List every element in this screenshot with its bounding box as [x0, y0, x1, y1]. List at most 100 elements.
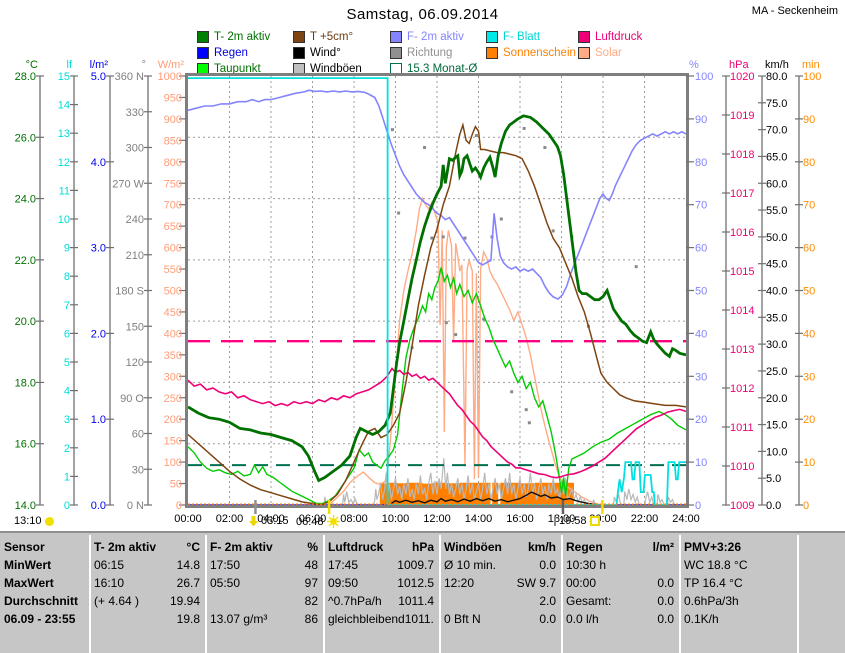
- svg-text:330: 330: [126, 107, 144, 119]
- svg-text:100: 100: [695, 71, 713, 83]
- svg-text:600: 600: [164, 243, 182, 255]
- svg-text:400: 400: [164, 328, 182, 340]
- table-cell: 16:10 26.7: [94, 576, 200, 590]
- table-cell: F- 2m aktiv%: [210, 540, 318, 554]
- svg-text:210: 210: [126, 250, 144, 262]
- table-cell: MinWert: [4, 558, 52, 572]
- svg-text:55.0: 55.0: [766, 205, 787, 217]
- legend-item-label: Taupunkt: [214, 62, 261, 75]
- svg-text:150: 150: [126, 321, 144, 333]
- table-cell: 17:45 1009.7: [328, 558, 434, 572]
- table-cell: 09:50 1012.5: [328, 576, 434, 590]
- table-cell: TP 16.4 °C: [684, 576, 743, 590]
- series-T- 2m aktiv: [187, 114, 687, 483]
- table-separator: [561, 535, 563, 653]
- table-cell: 17:50 48: [210, 558, 318, 572]
- svg-text:14:00: 14:00: [465, 513, 493, 525]
- svg-text:20.0: 20.0: [15, 316, 36, 328]
- svg-text:750: 750: [164, 178, 182, 190]
- legend-swatch: [390, 46, 402, 59]
- svg-text:60: 60: [803, 243, 815, 255]
- legend-item-label: Solar: [595, 46, 622, 59]
- table-separator: [679, 535, 681, 653]
- series-Solar: [327, 196, 686, 506]
- svg-text:80: 80: [695, 157, 707, 169]
- svg-text:450: 450: [164, 307, 182, 319]
- svg-text:1015: 1015: [730, 266, 754, 278]
- svg-text:10.0: 10.0: [766, 446, 787, 458]
- table-cell: 0.0 l/h 0.0: [566, 612, 674, 626]
- svg-text:270 W: 270 W: [112, 178, 144, 190]
- weather-chart: 28.026.024.022.020.018.016.014.0°C151413…: [15, 59, 822, 525]
- svg-text:28.0: 28.0: [15, 71, 36, 83]
- svg-text:12: 12: [58, 157, 70, 169]
- svg-text:100: 100: [164, 457, 182, 469]
- svg-text:W/m²: W/m²: [158, 59, 185, 71]
- svg-text:50: 50: [695, 286, 707, 298]
- table-cell: Windböen km/h: [444, 540, 556, 554]
- legend-item: Richtung: [390, 46, 452, 59]
- series-Wind°: [391, 491, 601, 506]
- legend-swatch: [578, 46, 590, 59]
- table-cell: 0.6hPa/3h: [684, 594, 739, 608]
- svg-text:150: 150: [164, 436, 182, 448]
- svg-text:1019: 1019: [730, 110, 754, 122]
- svg-text:40: 40: [695, 328, 707, 340]
- table-cell: 13.07 g/m³ 86: [210, 612, 318, 626]
- legend-item-label: T- 2m aktiv: [214, 30, 271, 43]
- table-cell: 06:15 14.8: [94, 558, 200, 572]
- legend-item-label: Sonnenschein: [503, 46, 576, 59]
- svg-text:6: 6: [64, 328, 70, 340]
- svg-text:40: 40: [803, 328, 815, 340]
- svg-text:20: 20: [695, 414, 707, 426]
- svg-text:1012: 1012: [730, 383, 754, 395]
- svg-text:11: 11: [59, 185, 70, 197]
- legend-swatch: [578, 30, 590, 43]
- svg-text:5.0: 5.0: [91, 71, 106, 83]
- table-cell: 00:00 0.0: [566, 576, 674, 590]
- svg-text:3.0: 3.0: [91, 243, 106, 255]
- table-separator: [89, 535, 91, 653]
- series-Luftdruck: [187, 367, 687, 479]
- svg-text:7: 7: [64, 300, 70, 312]
- svg-text:180 S: 180 S: [115, 286, 144, 298]
- svg-text:8: 8: [64, 271, 70, 283]
- svg-text:70: 70: [695, 200, 707, 212]
- svg-text:1: 1: [64, 471, 70, 483]
- svg-text:10: 10: [695, 457, 707, 469]
- svg-text:60: 60: [695, 243, 707, 255]
- svg-text:1.0: 1.0: [91, 414, 106, 426]
- svg-text:1014: 1014: [730, 305, 754, 317]
- svg-text:1010: 1010: [730, 461, 754, 473]
- table-cell: 0 Bft N 0.0: [444, 612, 556, 626]
- svg-text:0: 0: [803, 500, 809, 512]
- page: { "window": { "title": "Samstag, 06.09.2…: [0, 5, 845, 653]
- table-separator: [797, 535, 799, 653]
- svg-text:90 O: 90 O: [120, 393, 144, 405]
- legend-item: F- 2m aktiv: [390, 30, 464, 43]
- svg-text:2: 2: [64, 443, 70, 455]
- table-cell: 05:50 97: [210, 576, 318, 590]
- series-F- Blatt: [188, 77, 686, 506]
- legend-item-label: Windböen: [310, 62, 362, 75]
- svg-text:0 N: 0 N: [127, 500, 144, 512]
- svg-text:0.0: 0.0: [766, 500, 781, 512]
- svg-text:min: min: [802, 59, 820, 71]
- legend-swatch: [486, 30, 498, 43]
- svg-text:06:00: 06:00: [299, 513, 327, 525]
- svg-text:04:00: 04:00: [257, 513, 285, 525]
- svg-text:18.0: 18.0: [15, 377, 36, 389]
- table-separator: [439, 535, 441, 653]
- svg-text:240: 240: [126, 214, 144, 226]
- svg-text:75.0: 75.0: [766, 98, 787, 110]
- svg-text:°C: °C: [26, 59, 38, 71]
- table-cell: Luftdruck hPa: [328, 540, 434, 554]
- svg-text:360 N: 360 N: [115, 71, 144, 83]
- svg-text:16.0: 16.0: [15, 439, 36, 451]
- svg-text:65.0: 65.0: [766, 151, 787, 163]
- svg-text:1009: 1009: [730, 500, 754, 512]
- svg-text:0: 0: [64, 500, 70, 512]
- svg-text:35.0: 35.0: [766, 312, 787, 324]
- svg-text:16:00: 16:00: [506, 513, 534, 525]
- svg-text:90: 90: [695, 114, 707, 126]
